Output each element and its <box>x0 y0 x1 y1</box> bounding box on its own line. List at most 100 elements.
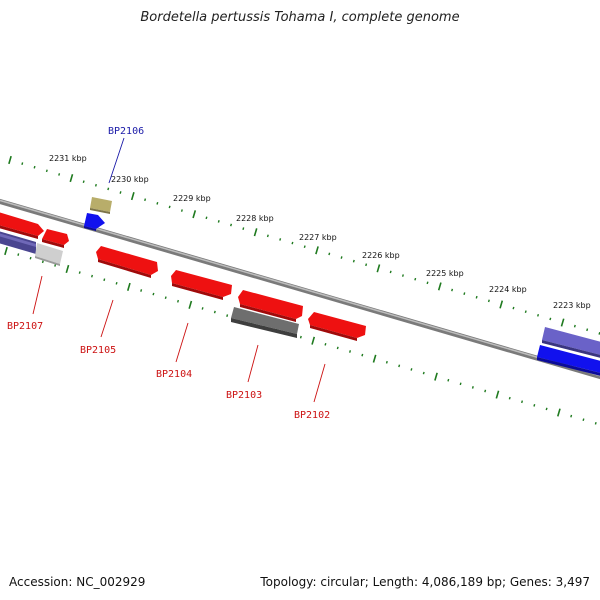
gene-left-purple[interactable] <box>0 230 36 254</box>
scale-tick-bottom-major <box>126 282 131 291</box>
scale-tick-bottom-minor <box>361 353 364 357</box>
scale-tick-top-minor <box>119 191 122 194</box>
scale-tick-bottom-minor <box>226 314 229 317</box>
scale-ticks-top <box>8 155 600 335</box>
scale-tick-top-minor <box>21 162 24 165</box>
scale-tick-bottom-major <box>556 408 561 417</box>
scale-tick-bottom-minor <box>29 256 32 260</box>
scale-tick-bottom-minor <box>201 307 204 310</box>
scale-tick-top-major <box>253 228 258 237</box>
scale-tick-top-minor <box>365 263 368 267</box>
gene-label-bp2107[interactable]: BP2107 <box>7 321 43 332</box>
scale-tick-top-major <box>560 318 565 327</box>
scale-label-2231: 2231 kbp <box>49 154 87 163</box>
gene-bp2105[interactable] <box>96 246 158 278</box>
scale-tick-bottom-minor <box>103 278 106 282</box>
scale-tick-bottom-minor <box>17 253 20 256</box>
scale-tick-top-major <box>376 264 381 273</box>
gene-label-bp2106[interactable]: BP2106 <box>108 126 144 137</box>
callout-lines <box>32 137 326 403</box>
scale-tick-bottom-minor <box>410 368 413 371</box>
scale-tick-bottom-minor <box>349 350 352 353</box>
scale-tick-top-minor <box>573 324 576 328</box>
scale-tick-top-minor <box>291 241 294 245</box>
gene-label-bp2102[interactable]: BP2102 <box>294 410 330 421</box>
genome-stats: Topology: circular; Length: 4,086,189 bp… <box>260 575 590 589</box>
gene-left-red-1[interactable] <box>0 211 44 239</box>
scale-tick-bottom-minor <box>471 386 474 389</box>
scale-tick-bottom-minor <box>594 421 597 425</box>
gene-label-bp2104[interactable]: BP2104 <box>156 369 192 380</box>
scale-tick-bottom-minor <box>484 389 487 393</box>
gene-left-light[interactable] <box>35 243 63 266</box>
scale-tick-bottom-minor <box>54 264 57 267</box>
scale-tick-top-minor <box>168 205 171 209</box>
scale-tick-bottom-minor <box>90 274 94 278</box>
scale-tick-bottom-minor <box>398 364 401 368</box>
scale-tick-top-major <box>499 300 504 309</box>
scale-tick-bottom-minor <box>299 335 302 339</box>
gene-bp2103-red[interactable] <box>238 290 303 322</box>
scale-tick-top-minor <box>217 220 220 223</box>
gene-bp2104[interactable] <box>171 270 232 300</box>
scale-tick-top-minor <box>230 223 233 227</box>
genome-backbone-highlight <box>0 199 600 377</box>
scale-tick-bottom-minor <box>459 382 462 386</box>
scale-label-2230: 2230 kbp <box>111 175 149 184</box>
scale-tick-top-minor <box>451 288 454 292</box>
scale-tick-bottom-major <box>65 264 70 274</box>
gene-bp2106-olive[interactable] <box>90 197 112 214</box>
scale-tick-bottom-major <box>495 390 500 399</box>
scale-tick-top-major <box>437 282 442 291</box>
gene-right-blue[interactable] <box>537 345 600 377</box>
scale-tick-top-minor <box>279 238 282 241</box>
scale-tick-bottom-major <box>188 300 193 309</box>
scale-tick-top-minor <box>242 227 245 230</box>
gene-left-red-2[interactable] <box>42 229 69 248</box>
scale-tick-top-minor <box>463 292 466 295</box>
scale-tick-bottom-minor <box>164 296 167 300</box>
scale-tick-bottom-minor <box>447 378 450 382</box>
scale-label-2228: 2228 kbp <box>236 214 274 223</box>
scale-tick-top-major <box>69 173 74 183</box>
scale-tick-bottom-minor <box>78 271 81 274</box>
scale-tick-top-minor <box>156 201 159 205</box>
gene-label-bp2103[interactable]: BP2103 <box>226 390 262 401</box>
scale-tick-top-minor <box>45 169 48 173</box>
scale-tick-bottom-minor <box>422 371 425 375</box>
scale-tick-bottom-major <box>4 246 8 256</box>
scale-tick-bottom-minor <box>336 346 339 350</box>
scale-tick-bottom-minor <box>582 418 585 422</box>
scale-label-2227: 2227 kbp <box>299 233 337 242</box>
scale-tick-top-minor <box>475 295 478 299</box>
genome-backbone <box>0 198 600 380</box>
scale-tick-top-minor <box>352 259 355 263</box>
scale-tick-top-major <box>130 192 135 201</box>
scale-tick-bottom-minor <box>41 260 44 264</box>
gene-labels: BP2106 BP2107 BP2105 BP2104 BP2103 BP210… <box>7 126 330 421</box>
scale-tick-top-minor <box>414 277 417 281</box>
scale-label-2223: 2223 kbp <box>553 301 591 310</box>
gene-bp2103-gray[interactable] <box>231 307 299 338</box>
scale-tick-top-minor <box>180 209 183 212</box>
gene-bp2102[interactable] <box>308 312 366 341</box>
scale-tick-bottom-minor <box>521 400 524 404</box>
scale-tick-top-minor <box>537 313 540 317</box>
scale-tick-bottom-minor <box>570 414 573 418</box>
scale-tick-top-minor <box>586 328 589 332</box>
scale-tick-top-minor <box>487 299 490 303</box>
gene-label-bp2105[interactable]: BP2105 <box>80 345 116 356</box>
scale-tick-top-minor <box>389 270 392 274</box>
scale-tick-bottom-minor <box>115 281 118 285</box>
scale-tick-top-minor <box>303 245 306 249</box>
genome-title: Bordetella pertussis Tohama I, complete … <box>140 10 460 25</box>
scale-tick-top-minor <box>205 216 208 220</box>
scale-tick-bottom-major <box>434 372 438 381</box>
scale-label-2229: 2229 kbp <box>173 194 211 203</box>
gene-right-purple[interactable] <box>542 327 600 359</box>
scale-tick-bottom-minor <box>508 396 511 400</box>
scale-tick-top-minor <box>340 256 343 259</box>
gene-bp2106-blue[interactable] <box>84 213 105 231</box>
scale-tick-top-minor <box>426 281 429 285</box>
